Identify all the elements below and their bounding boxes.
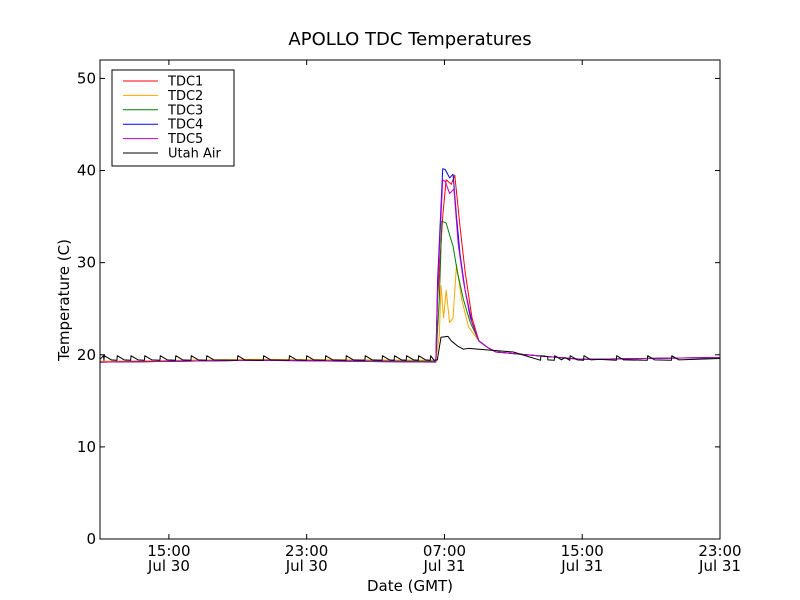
x-tick-date: Jul 31: [560, 557, 603, 575]
plot-frame: [99, 59, 721, 540]
legend-label-tdc5: TDC5: [167, 132, 203, 147]
legend-label-tdc1: TDC1: [167, 75, 203, 90]
y-tick-label: 10: [77, 438, 96, 456]
legend-label-tdc2: TDC2: [167, 89, 203, 104]
legend-label-utah-air: Utah Air: [168, 147, 221, 162]
x-tick-date: Jul 31: [422, 557, 465, 575]
y-axis-label: Temperature (C): [55, 239, 73, 362]
chart-title: APOLLO TDC Temperatures: [288, 29, 531, 50]
x-tick-date: Jul 30: [285, 557, 328, 575]
x-tick-date: Jul 30: [147, 557, 190, 575]
x-tick-time: 23:00: [285, 542, 328, 560]
y-tick-label: 30: [77, 254, 96, 272]
y-tick-label: 20: [77, 346, 96, 364]
y-tick-label: 40: [77, 162, 96, 180]
y-tick-label: 0: [86, 530, 96, 548]
x-axis-label: Date (GMT): [367, 577, 453, 595]
legend-label-tdc4: TDC4: [167, 118, 203, 133]
x-tick-time: 23:00: [698, 542, 741, 560]
legend-box: [111, 69, 235, 167]
y-tick-label: 50: [77, 69, 96, 87]
x-tick-date: Jul 31: [698, 557, 741, 575]
plot-area: [99, 59, 721, 540]
legend-label-tdc3: TDC3: [167, 103, 203, 118]
x-tick-time: 15:00: [147, 542, 190, 560]
series-line-utah-air: [100, 335, 720, 361]
x-tick-time: 07:00: [423, 542, 466, 560]
x-tick-time: 15:00: [561, 542, 604, 560]
series-layer: [100, 168, 720, 363]
y-tick-labels: 0 10 20 30 40 50: [77, 69, 96, 548]
series-line-tdc5: [100, 179, 720, 363]
